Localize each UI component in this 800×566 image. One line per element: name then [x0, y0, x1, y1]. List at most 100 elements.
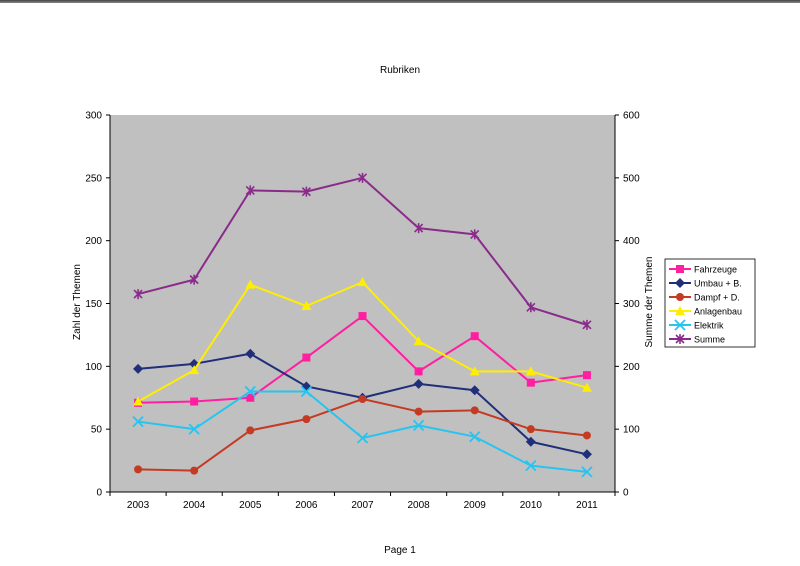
legend-label-elektrik: Elektrik	[694, 321, 724, 331]
y2-axis-label: Summe der Themen	[644, 257, 655, 348]
y2-tick-label: 500	[623, 173, 640, 184]
page-footer: Page 1	[384, 545, 416, 556]
series-layer	[132, 172, 593, 478]
data-point-anlagenbau	[357, 277, 368, 287]
data-point-summe	[414, 223, 424, 234]
data-point-anlagenbau	[189, 365, 200, 375]
data-point-fahrzeuge	[302, 353, 311, 362]
legend: Fahrzeuge Umbau + B. Dampf + D. Anlagenbau E…	[664, 258, 756, 348]
x-tick-label: 2007	[351, 500, 374, 511]
y-tick-label: 150	[85, 299, 102, 310]
data-point-summe	[470, 229, 480, 240]
x-tick-label: 2003	[127, 500, 150, 511]
data-point-fahrzeuge	[414, 367, 423, 376]
legend-marker-dampf-d	[676, 293, 684, 301]
data-point-anlagenbau	[301, 301, 312, 311]
legend-label-summe: Summe	[694, 335, 725, 345]
data-point-umbau-b	[525, 436, 536, 447]
x-tick-label: 2010	[520, 500, 543, 511]
data-point-summe	[133, 289, 143, 300]
x-tick-label: 2008	[407, 500, 430, 511]
legend-marker-fahrzeuge	[676, 265, 684, 273]
data-point-anlagenbau	[245, 279, 256, 289]
y-tick-label: 300	[85, 111, 102, 122]
data-point-dampf-d	[470, 406, 479, 415]
legend-item-umbau-b: Umbau + B.	[669, 278, 742, 289]
legend-item-elektrik: Elektrik	[669, 319, 724, 331]
series-elektrik	[132, 385, 593, 478]
x-tick-label: 2004	[183, 500, 206, 511]
y2-tick-label: 100	[623, 425, 640, 436]
legend-item-summe: Summe	[669, 334, 725, 345]
data-point-umbau-b	[581, 449, 592, 460]
data-point-elektrik	[132, 415, 144, 428]
y2-tick-label: 600	[623, 111, 640, 122]
legend-label-fahrzeuge: Fahrzeuge	[694, 265, 737, 275]
y-tick-label: 0	[96, 488, 102, 499]
data-point-summe	[245, 185, 255, 196]
data-point-fahrzeuge	[358, 312, 367, 321]
data-point-anlagenbau	[525, 366, 536, 376]
data-point-dampf-d	[134, 465, 143, 474]
data-point-summe	[301, 186, 311, 197]
legend-marker-summe	[675, 334, 685, 344]
data-point-elektrik	[188, 423, 200, 435]
legend-label-anlagenbau: Anlagenbau	[694, 307, 742, 317]
y-tick-label: 200	[85, 236, 102, 247]
y2-tick-label: 400	[623, 236, 640, 247]
legend-marker-elektrik	[674, 319, 686, 331]
data-point-summe	[189, 274, 199, 285]
series-summe	[133, 172, 592, 330]
series-fahrzeuge	[134, 312, 591, 407]
y2-tick-label: 300	[623, 299, 640, 310]
data-point-anlagenbau	[469, 366, 480, 376]
legend-item-dampf-d: Dampf + D.	[669, 293, 740, 303]
data-point-fahrzeuge	[246, 393, 255, 402]
y-tick-label: 250	[85, 173, 102, 184]
data-point-elektrik	[244, 385, 256, 398]
chart-title: Rubriken	[380, 65, 420, 76]
data-point-summe	[357, 172, 368, 183]
legend-marker-anlagenbau	[675, 306, 685, 315]
axis-ticks: 0 50 100 150 200 250 300 0 100 200 300 400 500 600 200…	[85, 111, 640, 512]
data-point-umbau-b	[469, 385, 480, 396]
legend-label-dampf-d: Dampf + D.	[694, 293, 740, 303]
legend-item-anlagenbau: Anlagenbau	[669, 306, 742, 317]
y-axis-label: Zahl der Themen	[72, 264, 83, 340]
data-point-umbau-b	[245, 348, 256, 359]
data-point-anlagenbau	[133, 396, 144, 406]
data-point-summe	[582, 319, 592, 330]
data-point-dampf-d	[190, 466, 199, 475]
data-point-elektrik	[412, 419, 425, 432]
x-tick-label: 2011	[576, 500, 598, 511]
series-anlagenbau	[133, 277, 592, 406]
y2-tick-label: 200	[623, 362, 640, 373]
data-point-dampf-d	[302, 415, 311, 424]
legend-item-fahrzeuge: Fahrzeuge	[669, 265, 737, 275]
data-point-fahrzeuge	[470, 332, 479, 341]
y2-tick-label: 0	[623, 488, 629, 499]
scan-top-edge	[0, 0, 800, 3]
data-point-umbau-b	[413, 378, 424, 389]
data-point-dampf-d	[582, 431, 591, 440]
data-point-dampf-d	[414, 407, 423, 416]
x-tick-label: 2005	[239, 500, 262, 511]
series-dampf-d	[134, 395, 591, 475]
data-point-summe	[526, 302, 536, 313]
plot-area	[110, 115, 615, 492]
data-point-fahrzeuge	[526, 378, 535, 387]
data-point-dampf-d	[358, 395, 367, 404]
line-chart: Rubriken 0 50 100 150 200 250 300 0 100 200 300 400…	[72, 65, 756, 512]
legend-marker-umbau-b	[675, 278, 685, 288]
data-point-anlagenbau	[413, 336, 424, 346]
data-point-fahrzeuge	[190, 397, 199, 406]
x-tick-label: 2006	[295, 500, 318, 511]
data-point-elektrik	[469, 431, 481, 443]
y-tick-label: 100	[85, 362, 102, 373]
y-tick-label: 50	[91, 425, 103, 436]
data-point-elektrik	[300, 385, 313, 398]
data-point-fahrzeuge	[582, 371, 591, 380]
data-point-elektrik	[356, 432, 369, 444]
legend-label-umbau-b: Umbau + B.	[694, 279, 742, 289]
legend-box	[664, 258, 756, 348]
